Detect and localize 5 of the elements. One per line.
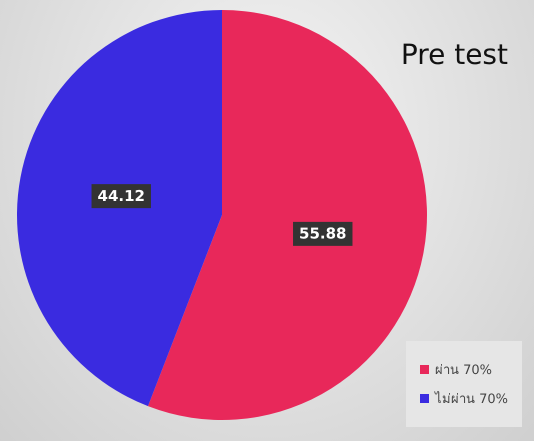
data-label: 55.88 [299, 224, 346, 243]
legend-label: ผ่าน 70% [434, 362, 492, 380]
text: Pre test [400, 38, 508, 71]
legend-label: ไม่ผ่าน 70% [434, 390, 508, 409]
data-label: 44.12 [98, 187, 145, 206]
